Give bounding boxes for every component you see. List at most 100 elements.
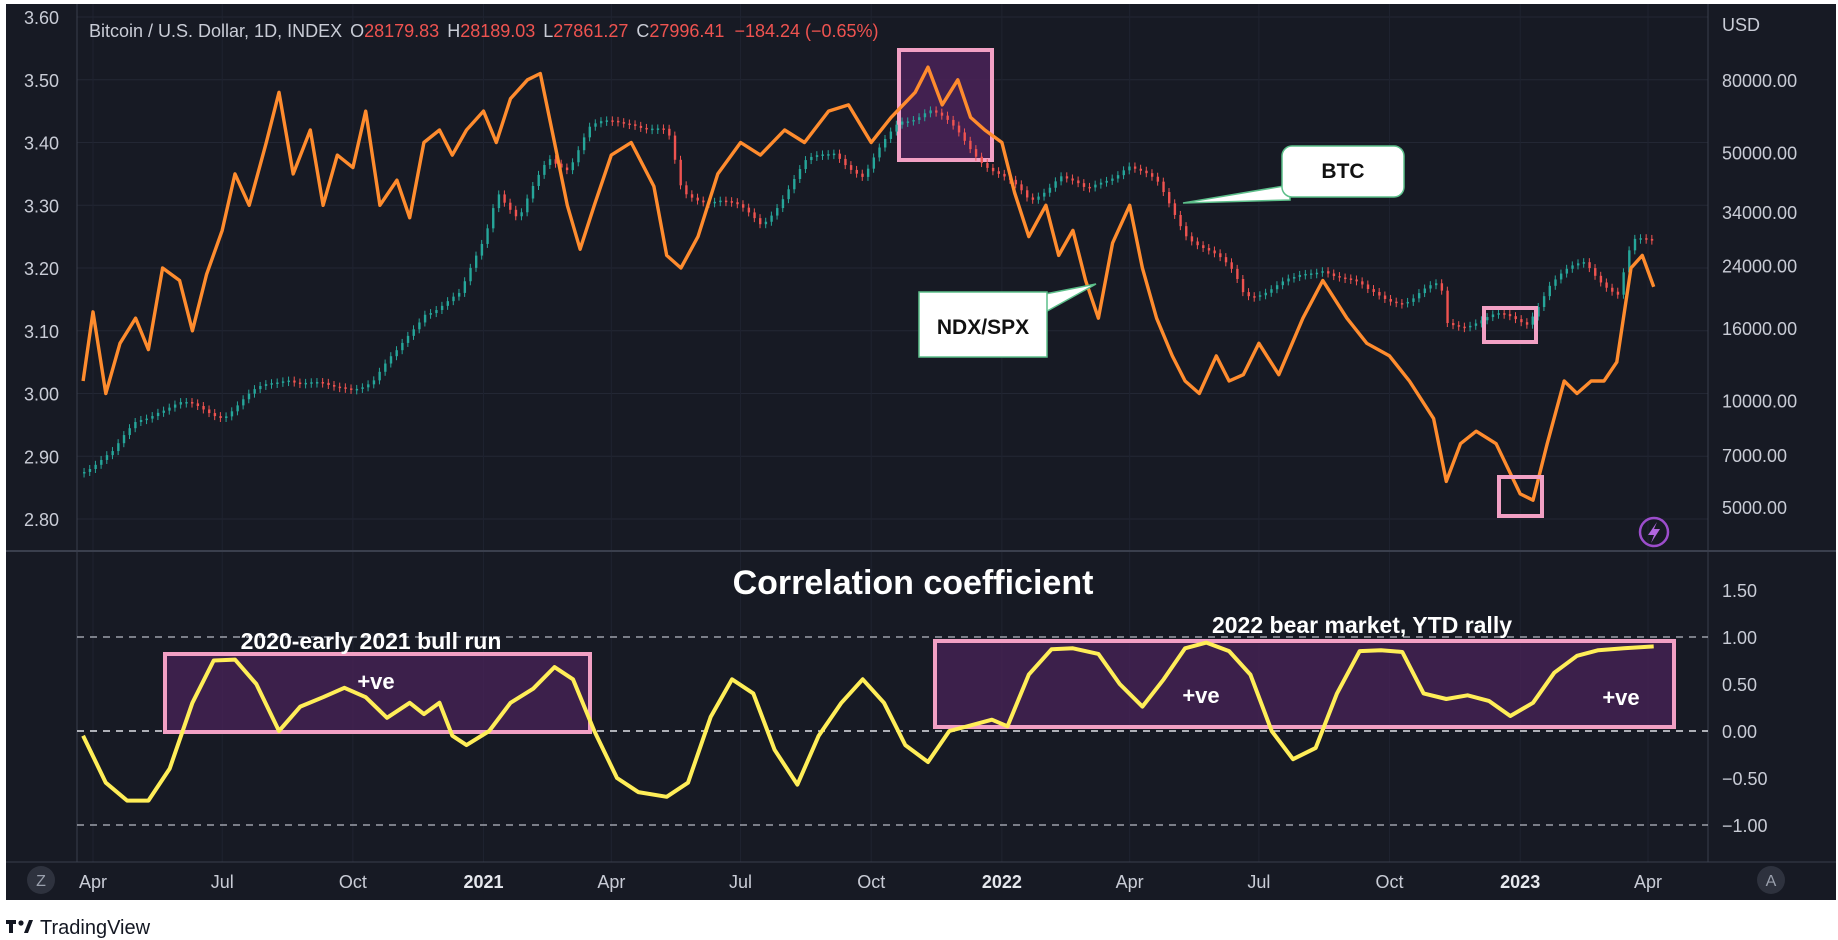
btc-candle: [384, 363, 387, 372]
tradingview-logo-icon: [6, 920, 33, 933]
btc-candle: [1168, 192, 1171, 204]
btc-candle: [1026, 190, 1029, 198]
close-label: C: [636, 21, 649, 41]
btc-candle: [1310, 273, 1313, 275]
btc-candle: [696, 197, 699, 201]
btc-candle: [1622, 272, 1625, 295]
a-button-label: A: [1766, 873, 1777, 890]
open-value: 28179.83: [364, 21, 439, 41]
time-tick-label: Apr: [1116, 872, 1144, 892]
bear-market-label: 2022 bear market, YTD rally: [1212, 612, 1512, 638]
btc-candle: [832, 153, 836, 156]
btc-candle: [475, 255, 478, 268]
left-tick-label: 2.80: [24, 510, 59, 530]
btc-candle: [1287, 278, 1290, 282]
btc-candle: [145, 418, 148, 421]
btc-candle: [1503, 313, 1506, 315]
high-value: 28189.03: [460, 21, 535, 41]
btc-candle: [247, 393, 251, 400]
btc-candle: [236, 405, 239, 412]
btc-candle: [577, 150, 580, 163]
lightning-icon[interactable]: [1638, 516, 1670, 548]
time-tick-label: 2022: [982, 872, 1022, 892]
btc-candle: [1639, 238, 1642, 240]
btc-candle: [702, 200, 705, 203]
lower-panel-title: Correlation coefficient: [733, 564, 1094, 602]
lower-tick-label: 0.50: [1722, 675, 1757, 695]
btc-candle: [1196, 241, 1199, 246]
btc-candle: [418, 322, 421, 330]
btc-candle: [582, 137, 586, 151]
btc-candle: [810, 156, 813, 161]
btc-candle: [1457, 325, 1461, 327]
lower-tick-label: 1.00: [1722, 628, 1757, 648]
btc-candle: [770, 215, 773, 222]
btc-candle: [321, 382, 325, 384]
btc-candle: [1344, 277, 1347, 280]
btc-candle: [156, 412, 160, 417]
btc-candle: [1292, 277, 1296, 279]
btc-candle: [253, 389, 256, 394]
btc-candle: [548, 159, 552, 165]
highlight-box-btc-bottom: [1482, 306, 1538, 344]
btc-candle: [1576, 263, 1580, 266]
btc-candle: [1400, 303, 1404, 305]
btc-candle: [1219, 253, 1222, 258]
btc-candle: [957, 125, 961, 133]
header-legend: Bitcoin / U.S. Dollar, 1D, INDEX O28179.8…: [89, 21, 879, 41]
btc-candle: [827, 154, 830, 156]
btc-candle: [1207, 248, 1211, 251]
right-tick-label: 5000.00: [1722, 498, 1787, 518]
btc-candle: [1082, 183, 1086, 187]
btc-candle: [1508, 314, 1512, 317]
btc-candle: [151, 416, 154, 419]
btc-candle: [617, 120, 620, 123]
btc-candle: [134, 422, 137, 429]
btc-candle: [509, 202, 512, 210]
btc-candle: [912, 120, 915, 122]
symbol-label: Bitcoin / U.S. Dollar, 1D, INDEX: [89, 21, 342, 41]
btc-candle: [225, 416, 228, 419]
btc-candle: [406, 335, 410, 343]
btc-candle: [1236, 268, 1239, 279]
btc-candle: [514, 209, 518, 217]
btc-candle: [1088, 186, 1091, 189]
btc-candle: [1179, 214, 1182, 227]
btc-candle: [611, 120, 614, 122]
btc-candle: [565, 167, 569, 171]
btc-candle: [1099, 182, 1103, 185]
btc-candle: [1315, 272, 1319, 275]
btc-candle: [923, 113, 927, 118]
btc-callout-label: BTC: [1321, 160, 1364, 183]
btc-candle: [1270, 289, 1273, 293]
time-tick-label: Apr: [597, 872, 625, 892]
left-tick-label: 3.30: [24, 196, 59, 216]
z-button[interactable]: Z: [27, 866, 55, 894]
btc-candle: [634, 124, 637, 126]
btc-candle: [1588, 262, 1591, 269]
time-tick-label: Oct: [857, 872, 885, 892]
btc-candle: [560, 163, 563, 168]
btc-candle: [741, 204, 745, 208]
btc-candle: [1258, 295, 1262, 297]
btc-candle: [463, 281, 467, 293]
btc-candle: [929, 110, 932, 114]
btc-candle: [1525, 322, 1529, 325]
btc-candle: [1116, 175, 1120, 179]
btc-candle: [1213, 250, 1216, 254]
btc-candle: [628, 123, 631, 126]
btc-candle: [594, 123, 597, 127]
btc-candle: [270, 383, 273, 385]
a-button[interactable]: A: [1757, 866, 1785, 894]
btc-candle: [1542, 296, 1546, 307]
btc-candle: [1548, 285, 1551, 297]
ndx-spx-line: [81, 65, 1656, 502]
btc-candle: [446, 301, 450, 306]
btc-candle: [1474, 323, 1478, 326]
btc-candle: [554, 159, 557, 164]
low-label: L: [543, 21, 553, 41]
btc-candle: [264, 384, 268, 386]
btc-candle: [83, 471, 86, 474]
btc-candle: [724, 200, 728, 203]
btc-candle: [526, 198, 529, 213]
